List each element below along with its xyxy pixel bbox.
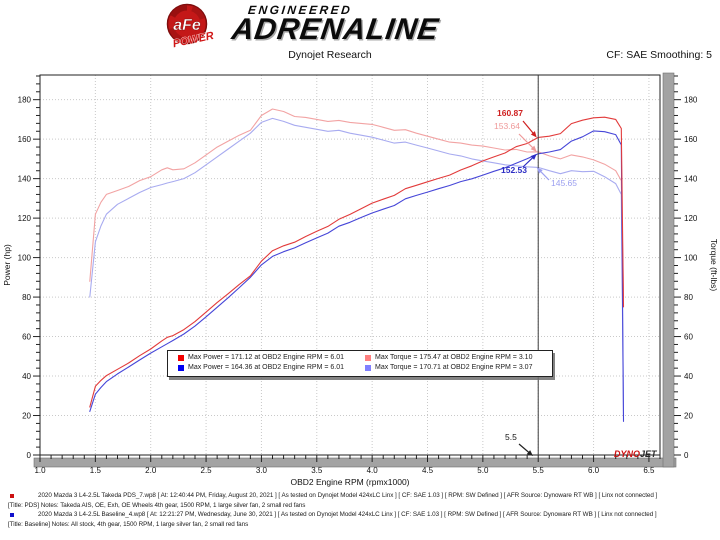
- legend-text: Max Torque = 175.47 at OBD2 Engine RPM =…: [375, 354, 533, 361]
- legend-entry: Max Power = 171.12 at OBD2 Engine RPM = …: [172, 353, 359, 363]
- x-tick-label: 4.0: [367, 466, 379, 475]
- legend-swatch-icon: [365, 355, 371, 361]
- max-legend[interactable]: Max Power = 171.12 at OBD2 Engine RPM = …: [167, 350, 553, 377]
- run-notes-line: [Title: PDS] Notes: Takeda AIS, OE, Exh,…: [8, 501, 306, 509]
- y-tick-label-right: 160: [684, 135, 698, 144]
- cursor-value-arrow: [518, 133, 534, 149]
- run-file-text: 2020 Mazda 3 L4-2.5L Takeda PDS_7.wp8 [ …: [38, 492, 658, 499]
- x-tick-label: 1.0: [34, 466, 46, 475]
- y-tick-label-left: 140: [18, 175, 32, 184]
- y-tick-label-right: 120: [684, 214, 698, 223]
- x-tick-label: 6.0: [588, 466, 600, 475]
- y-axis-title-left: Power (hp): [2, 244, 12, 286]
- afe-power-badge-icon: aFe POWER: [166, 3, 215, 49]
- x-tick-label: 3.5: [311, 466, 323, 475]
- cursor-value-arrow: [522, 120, 534, 134]
- y-tick-label-right: 60: [684, 333, 693, 342]
- cursor-value-label: 153.64: [494, 121, 520, 131]
- y-tick-label-left: 100: [18, 254, 32, 263]
- x-axis-title: OBD2 Engine RPM (rpmx1000): [290, 477, 409, 487]
- y-tick-label-left: 160: [18, 135, 32, 144]
- y-tick-label-left: 120: [18, 214, 32, 223]
- run-bullet-icon: [10, 494, 14, 498]
- legend-text: Max Torque = 170.71 at OBD2 Engine RPM =…: [375, 364, 533, 371]
- curve-baseline-torque: [89, 117, 625, 417]
- y-tick-label-left: 180: [18, 96, 32, 105]
- afe-adrenaline-logo: aFe POWER ENGINEERED ADRENALINE: [158, 3, 578, 49]
- x-tick-label: 2.5: [201, 466, 213, 475]
- x-tick-label: 3.0: [256, 466, 268, 475]
- cursor-rpm-label: 5.5: [505, 432, 517, 442]
- y-tick-label-right: 140: [684, 175, 698, 184]
- run-bullet-icon: [10, 513, 14, 518]
- y-tick-label-left: 20: [22, 412, 31, 421]
- x-tick-label: 2.0: [145, 466, 157, 475]
- svg-text:aFe: aFe: [173, 17, 201, 34]
- legend-entry: Max Power = 164.36 at OBD2 Engine RPM = …: [172, 363, 359, 373]
- x-tick-label: 6.5: [643, 466, 655, 475]
- chart-titlebar: Dynojet Research CF: SAE Smoothing: 5: [0, 49, 720, 64]
- right-axis-bevel-bar: [662, 72, 675, 468]
- smoothing-setting-label: CF: SAE Smoothing: 5: [606, 49, 712, 61]
- run-file-text: 2020 Mazda 3 L4-2.5L Baseline_4.wp8 [ At…: [38, 511, 657, 519]
- cursor-value-label: 145.65: [551, 178, 577, 188]
- y-tick-label-left: 40: [22, 372, 31, 381]
- cursor-value-label: 160.87: [497, 108, 523, 118]
- legend-swatch-icon: [365, 365, 371, 371]
- x-axis-bevel-bar: [33, 457, 677, 468]
- y-tick-label-right: 20: [684, 412, 693, 421]
- x-tick-label: 5.5: [533, 466, 545, 475]
- cursor-value-arrow: [522, 156, 534, 168]
- cursor-value-arrow-head: [530, 145, 537, 152]
- chart-title: Dynojet Research: [288, 49, 372, 61]
- x-tick-label: 4.5: [422, 466, 434, 475]
- dynojet-watermark: DYNOJET: [614, 449, 658, 459]
- legend-text: Max Power = 164.36 at OBD2 Engine RPM = …: [188, 364, 345, 371]
- y-tick-label-right: 100: [684, 254, 698, 263]
- legend-entry: Max Torque = 170.71 at OBD2 Engine RPM =…: [359, 363, 540, 373]
- y-tick-label-right: 0: [684, 451, 689, 460]
- cursor-value-arrow: [539, 170, 550, 181]
- legend-swatch-icon: [178, 355, 184, 361]
- x-tick-label: 1.5: [90, 466, 102, 475]
- run-info: 2020 Mazda 3 L4-2.5L Takeda PDS_7.wp8 [ …: [8, 491, 718, 529]
- y-tick-label-left: 60: [22, 333, 31, 342]
- y-tick-label-left: 80: [22, 293, 31, 302]
- cursor-value-arrow-head: [536, 167, 543, 174]
- cursor-rpm-arrow-head: [526, 450, 533, 456]
- x-tick-label: 5.0: [477, 466, 489, 475]
- curve-takeda-power: [89, 116, 625, 408]
- y-tick-label-right: 80: [684, 293, 693, 302]
- legend-entry: Max Torque = 175.47 at OBD2 Engine RPM =…: [359, 353, 540, 363]
- y-axis-title-right: Torque (ft-lbs): [709, 239, 719, 292]
- cursor-value-arrow-head: [530, 153, 537, 160]
- run-file-line: 2020 Mazda 3 L4-2.5L Takeda PDS_7.wp8 [ …: [8, 491, 718, 501]
- cursor-rpm-arrow: [518, 443, 530, 454]
- cursor-value-label: 152.53: [501, 165, 527, 175]
- y-tick-label-left: 0: [27, 451, 32, 460]
- legend-swatch-icon: [178, 365, 184, 371]
- y-tick-label-right: 180: [684, 96, 698, 105]
- y-tick-label-right: 40: [684, 372, 693, 381]
- run-file-line: 2020 Mazda 3 L4-2.5L Baseline_4.wp8 [ At…: [8, 510, 718, 520]
- curve-baseline-power: [89, 130, 625, 422]
- legend-text: Max Power = 171.12 at OBD2 Engine RPM = …: [188, 354, 345, 361]
- run-notes-line: [Title: Baseline] Notes: All stock, 4th …: [8, 520, 249, 528]
- cursor-value-arrow-head: [530, 131, 537, 138]
- plot-frame: [39, 74, 661, 456]
